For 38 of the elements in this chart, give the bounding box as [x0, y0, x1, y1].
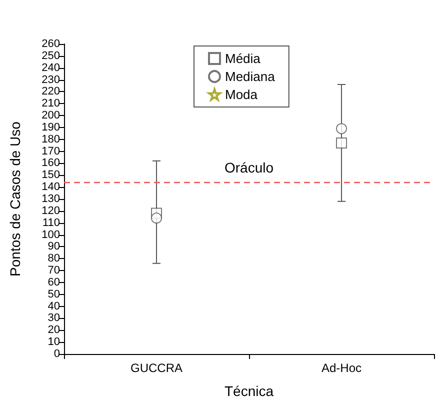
y-tick-label: 130	[42, 193, 60, 205]
legend-label: Moda	[225, 87, 258, 102]
point	[336, 137, 347, 148]
y-tick-label: 210	[42, 98, 60, 110]
y-tick-label: 90	[48, 240, 60, 253]
legend-label: Mediana	[225, 69, 276, 84]
y-tick-label: 220	[42, 86, 60, 98]
y-tick-label: 160	[42, 157, 60, 170]
y-tick-label: 250	[42, 50, 60, 62]
y-tick-label: 40	[48, 300, 60, 312]
x-tick-label: Ad-Hoc	[321, 361, 362, 375]
ref-line-label: Oráculo	[224, 159, 274, 176]
x-tick-label: GUCCRA	[130, 361, 183, 375]
y-tick-label: 120	[42, 204, 60, 217]
legend-label: Média	[225, 51, 262, 66]
y-tick-label: 230	[42, 74, 60, 86]
y-tick-label: 20	[48, 324, 60, 336]
y-tick-label: 260	[42, 38, 60, 50]
y-tick-label: 80	[48, 252, 60, 265]
y-tick-label: 70	[48, 264, 60, 277]
y-tick-label: 10	[48, 336, 60, 348]
y-tick-label: 0	[54, 348, 60, 360]
y-tick-label: 190	[42, 121, 60, 134]
y-tick-label: 100	[42, 228, 60, 241]
y-tick-label: 170	[42, 145, 60, 158]
y-axis-title: Pontos de Casos de Uso	[7, 121, 23, 276]
x-axis-title: Técnica	[224, 383, 274, 399]
y-tick-label: 240	[42, 62, 60, 74]
y-tick-label: 150	[42, 169, 60, 182]
y-tick-label: 30	[48, 312, 60, 324]
y-tick-label: 60	[48, 276, 60, 288]
y-tick-label: 180	[42, 133, 60, 146]
y-tick-label: 50	[48, 288, 60, 300]
y-tick-label: 110	[42, 216, 60, 229]
y-tick-label: 140	[42, 181, 60, 194]
y-tick-label: 200	[42, 110, 60, 122]
point	[336, 123, 347, 134]
point	[151, 212, 162, 224]
